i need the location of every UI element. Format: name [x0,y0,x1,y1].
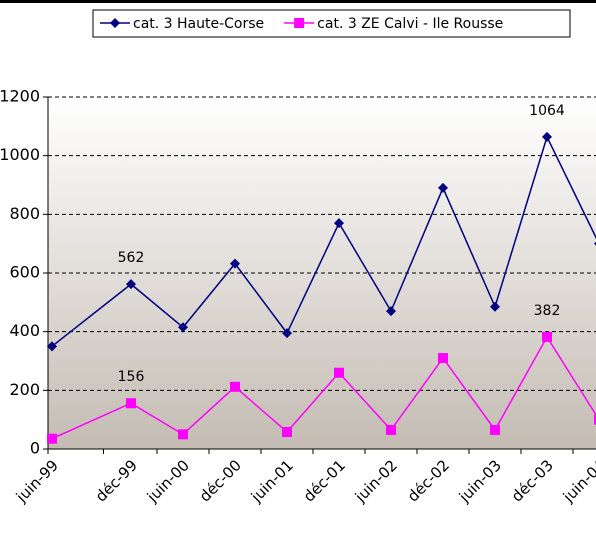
legend-label: cat. 3 Haute-Corse [133,16,264,32]
point [334,218,344,229]
y-tick-label: 200 [9,380,40,399]
point [490,301,500,312]
legend-label: cat. 3 ZE Calvi - Ile Rousse [317,16,503,32]
point [334,367,344,378]
x-tick-label: juin-04 [559,456,596,506]
data-label: 1064 [529,103,565,119]
point [178,429,188,440]
y-tick-label: 600 [9,263,40,282]
y-tick-label: 800 [9,204,40,223]
legend-marker [110,18,120,28]
x-tick-label: juin-00 [143,456,193,506]
point [438,182,448,193]
point [438,353,448,364]
point [126,398,136,409]
point [126,279,136,290]
point [47,341,57,352]
y-tick-label: 400 [9,321,40,340]
point [386,424,396,435]
x-tick-label: juin-99 [12,456,62,506]
point [230,258,240,269]
point [230,381,240,392]
point [386,306,396,317]
point [178,322,188,333]
x-tick-label: déc-02 [404,456,453,505]
point [282,328,292,339]
y-tick-label: 0 [30,439,40,458]
x-tick-label: juin-02 [351,456,401,506]
y-tick-label: 1200 [0,87,40,106]
legend-marker [294,18,305,28]
top-border [0,0,596,3]
legend: cat. 3 Haute-Corse cat. 3 ZE Calvi - Ile … [92,9,571,38]
data-label: 382 [534,303,561,319]
x-tick-label: déc-03 [508,456,557,505]
point [490,424,500,435]
legend-box [92,9,571,38]
point [542,131,552,142]
point [47,433,57,444]
point [594,414,596,425]
x-tick-label: juin-01 [247,456,297,506]
data-label: 562 [118,250,145,266]
point [542,331,552,342]
y-tick-label: 1000 [0,145,40,164]
x-tick-label: déc-01 [300,456,349,505]
point [282,426,292,437]
x-tick-label: déc-99 [92,456,141,505]
data-label: 156 [118,369,145,385]
x-tick-label: déc-00 [196,456,245,505]
x-tick-label: juin-03 [455,456,505,506]
